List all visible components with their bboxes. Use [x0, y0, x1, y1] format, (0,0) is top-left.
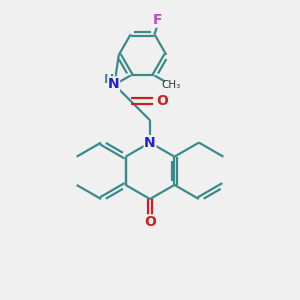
Text: N: N	[144, 136, 156, 150]
Text: H: H	[104, 73, 114, 86]
Text: F: F	[153, 13, 162, 27]
Text: O: O	[156, 94, 168, 108]
Text: N: N	[108, 77, 120, 91]
Text: CH₃: CH₃	[161, 80, 180, 90]
Text: O: O	[144, 215, 156, 229]
